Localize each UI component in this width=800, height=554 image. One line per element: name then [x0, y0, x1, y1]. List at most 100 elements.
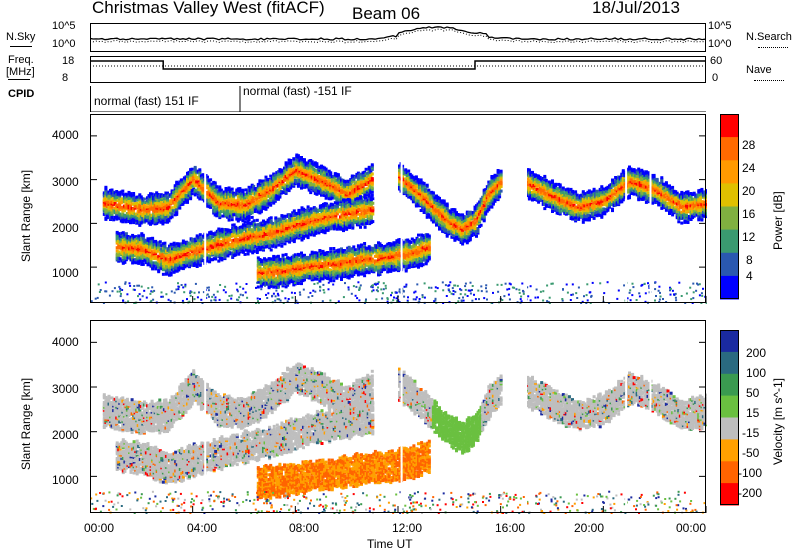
echo-cell	[198, 237, 202, 241]
echo-cell	[162, 196, 166, 200]
echo-cell	[273, 175, 277, 179]
echo-cell	[141, 256, 145, 260]
echo-cell	[371, 212, 375, 216]
echo-cell	[160, 267, 164, 271]
echo-cell	[226, 200, 229, 204]
echo-cell	[241, 240, 245, 244]
echo-cell	[229, 193, 233, 197]
echo-cell	[206, 180, 209, 184]
echo-cell	[138, 193, 142, 197]
echo-cell	[312, 169, 316, 173]
echo-cell	[370, 190, 374, 194]
echo-cell	[183, 244, 187, 247]
echo-cell	[290, 181, 294, 185]
echo-cell	[370, 178, 374, 182]
echo-cell	[191, 253, 195, 257]
echo-cell	[294, 234, 298, 238]
echo-cell	[121, 241, 125, 245]
echo-cell	[336, 183, 340, 187]
echo-cell	[195, 183, 199, 187]
echo-cell	[360, 180, 363, 184]
echo-cell	[141, 243, 145, 246]
echo-cell	[273, 181, 277, 185]
echo-cell	[312, 172, 316, 176]
echo-cell	[224, 187, 228, 190]
echo-cell	[310, 171, 314, 174]
echo-cell	[220, 252, 224, 256]
echo-cell	[370, 163, 374, 167]
echo-cell	[314, 207, 318, 211]
echo-cell	[146, 237, 150, 241]
echo-cell	[188, 262, 191, 266]
echo-cell	[326, 172, 330, 176]
echo-cell	[195, 255, 199, 259]
echo-cell	[208, 254, 212, 258]
echo-cell	[162, 193, 166, 197]
echo-cell	[234, 244, 238, 248]
echo-cell	[272, 172, 276, 176]
echo-cell	[333, 201, 337, 205]
echo-cell	[336, 177, 340, 181]
echo-cell	[278, 220, 282, 224]
echo-cell	[226, 239, 230, 243]
echo-cell	[199, 177, 203, 181]
echo-cell	[161, 272, 165, 276]
echo-cell	[273, 173, 277, 177]
echo-cell	[211, 232, 215, 236]
echo-cell	[252, 192, 256, 196]
echo-cell	[249, 192, 253, 196]
echo-cell	[237, 226, 241, 230]
echo-cell	[244, 193, 248, 196]
echo-cell	[266, 271, 270, 274]
echo-cell	[152, 212, 156, 216]
echo-cell	[229, 190, 233, 194]
echo-cell	[275, 172, 279, 176]
echo-cell	[169, 262, 173, 266]
echo-cell	[287, 170, 291, 174]
echo-cell	[313, 161, 317, 165]
echo-cell	[258, 196, 262, 200]
echo-cell	[306, 229, 310, 233]
freq-tick-low: 8	[62, 72, 69, 84]
echo-cell	[313, 173, 317, 177]
echo-cell	[303, 162, 306, 166]
echo-cell	[255, 193, 259, 197]
echo-cell	[351, 226, 355, 230]
echo-cell	[255, 197, 259, 201]
echo-cell	[113, 194, 117, 198]
echo-cell	[344, 191, 348, 195]
echo-cell	[144, 214, 148, 218]
echo-cell	[218, 194, 222, 198]
echo-cell	[116, 203, 120, 207]
echo-cell	[309, 172, 313, 176]
echo-cell	[149, 264, 153, 268]
echo-cell	[280, 229, 284, 233]
echo-cell	[314, 216, 318, 220]
echo-cell	[146, 205, 149, 209]
echo-cell	[221, 194, 225, 198]
echo-cell	[360, 222, 364, 226]
echo-cell	[322, 219, 325, 223]
echo-cell	[303, 170, 306, 174]
echo-cell	[241, 188, 245, 192]
echo-cell	[149, 218, 152, 222]
echo-cell	[218, 185, 222, 189]
echo-cell	[161, 248, 165, 252]
echo-cell	[133, 219, 137, 222]
echo-cell	[272, 201, 276, 205]
echo-cell	[297, 236, 301, 240]
echo-cell	[218, 255, 222, 259]
echo-cell	[241, 213, 245, 217]
echo-cell	[352, 176, 356, 180]
echo-cell	[173, 184, 177, 188]
echo-cell	[249, 196, 253, 200]
echo-cell	[275, 191, 279, 195]
echo-cell	[306, 207, 310, 210]
echo-cell	[306, 176, 310, 180]
echo-cell	[303, 165, 306, 169]
echo-cell	[310, 163, 314, 167]
echo-cell	[207, 196, 211, 199]
echo-cell	[269, 199, 273, 203]
echo-cell	[144, 239, 148, 243]
echo-cell	[300, 217, 304, 221]
